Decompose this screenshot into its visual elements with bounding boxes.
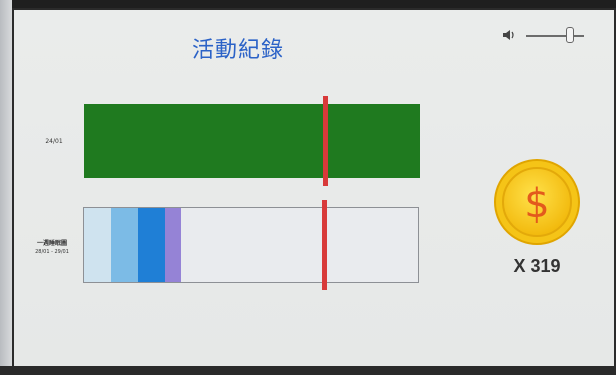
segment-blue bbox=[137, 208, 165, 282]
screen: 活動紀錄 24/01 一週睡眠圖 28/01 - 29/01 $ bbox=[14, 10, 614, 366]
dollar-coin-icon: $ bbox=[494, 159, 580, 245]
coin-count: X 319 bbox=[513, 256, 561, 276]
volume-slider-thumb[interactable] bbox=[565, 27, 574, 43]
segment-light-blue bbox=[84, 208, 111, 282]
row-label-2: 一週睡眠圖 28/01 - 29/01 bbox=[22, 238, 82, 255]
row-label-2-line-2: 28/01 - 29/01 bbox=[35, 249, 69, 255]
coin-symbol: $ bbox=[524, 181, 549, 227]
row-label-1-line-1: 24/01 bbox=[45, 138, 63, 145]
bezel-bottom bbox=[0, 366, 616, 375]
page-title: 活動紀錄 bbox=[192, 38, 285, 63]
activity-bar-2[interactable] bbox=[83, 207, 419, 283]
progress-marker-2 bbox=[322, 200, 328, 290]
row-label-1: 24/01 bbox=[24, 138, 84, 145]
progress-marker-1 bbox=[323, 96, 329, 186]
volume-slider-track[interactable] bbox=[526, 35, 584, 37]
bezel-left bbox=[0, 0, 12, 375]
activity-bar-1[interactable] bbox=[84, 104, 420, 178]
row-label-2-line-1: 一週睡眠圖 bbox=[36, 240, 67, 247]
bezel-top bbox=[0, 0, 616, 8]
volume-control[interactable] bbox=[502, 26, 592, 46]
segment-sky-blue bbox=[110, 208, 138, 282]
segment-lavender bbox=[164, 208, 182, 282]
speaker-icon[interactable] bbox=[502, 28, 516, 42]
